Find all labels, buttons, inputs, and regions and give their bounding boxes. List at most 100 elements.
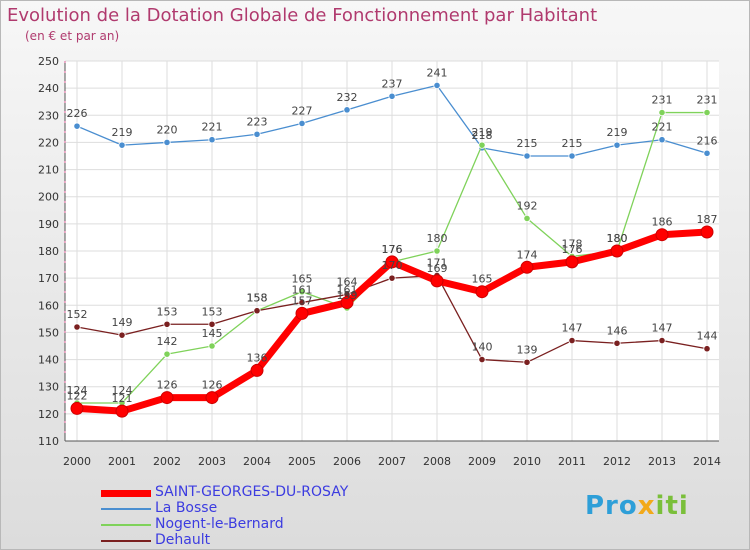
legend-swatch [101, 508, 151, 510]
data-labels: 226 219 220 221 223 227 232 237 241 218 215 215 219 2… [67, 66, 718, 405]
data-label: 221 [652, 121, 673, 134]
data-label: 180 [607, 232, 628, 245]
x-tick-label: 2010 [513, 455, 541, 468]
data-point [658, 108, 666, 117]
data-point [568, 336, 576, 345]
data-label: 231 [697, 94, 718, 107]
data-label: 231 [652, 94, 673, 107]
data-point [703, 149, 711, 157]
data-point [298, 298, 306, 307]
y-tick-label: 140 [38, 354, 59, 367]
data-point [385, 255, 399, 269]
legend-label: SAINT-GEORGES-DU-ROSAY [155, 484, 349, 500]
data-label: 147 [652, 322, 673, 335]
data-label: 126 [202, 379, 223, 392]
x-tick-label: 2007 [378, 455, 406, 468]
data-label: 226 [67, 107, 88, 120]
legend-swatch [101, 524, 151, 526]
data-label: 220 [157, 123, 178, 136]
x-tick-label: 2005 [288, 455, 316, 468]
data-point [118, 331, 126, 339]
data-label: 142 [157, 335, 178, 348]
data-label: 219 [472, 126, 493, 139]
x-tick-label: 2008 [423, 455, 451, 468]
data-point [298, 288, 306, 296]
data-label: 221 [202, 121, 223, 134]
data-point [610, 244, 624, 258]
data-point [523, 358, 531, 366]
data-point [340, 296, 354, 310]
data-label: 158 [247, 292, 268, 305]
data-point [253, 307, 261, 315]
data-label: 121 [112, 392, 133, 405]
data-label: 140 [472, 341, 493, 354]
data-label: 152 [67, 308, 88, 321]
legend-swatch [101, 540, 151, 542]
data-label: 124 [112, 384, 133, 397]
y-tick-label: 220 [38, 136, 59, 149]
data-point [343, 106, 351, 114]
legend-label: Nogent-le-Bernard [155, 516, 284, 532]
data-label: 157 [292, 294, 313, 307]
data-label: 237 [382, 77, 403, 90]
data-label: 153 [202, 305, 223, 318]
data-label: 145 [202, 327, 223, 340]
data-point [523, 152, 531, 160]
data-point [250, 363, 264, 377]
data-label: 241 [427, 66, 448, 79]
data-point [208, 320, 216, 328]
data-point [388, 92, 396, 100]
data-point [118, 141, 126, 149]
y-tick-label: 130 [38, 381, 59, 394]
y-tick-label: 250 [38, 55, 59, 68]
data-label: 216 [697, 134, 718, 147]
data-point [70, 401, 84, 415]
legend-swatch [101, 490, 151, 497]
data-point [703, 108, 711, 117]
data-label: 149 [112, 316, 133, 329]
legend-label: La Bosse [155, 500, 218, 516]
data-label: 153 [157, 305, 178, 318]
data-label: 139 [517, 343, 538, 356]
data-label: 147 [562, 322, 583, 335]
y-tick-label: 200 [38, 191, 59, 204]
data-point [160, 391, 174, 405]
y-tick-label: 150 [38, 326, 59, 339]
x-tick-label: 2013 [648, 455, 676, 468]
data-point [433, 247, 441, 255]
data-label: 174 [517, 248, 538, 261]
y-tick-label: 110 [38, 435, 59, 448]
x-tick-label: 2000 [63, 455, 91, 468]
data-point [613, 339, 621, 347]
data-point [163, 320, 171, 328]
data-label: 165 [292, 273, 313, 286]
proxiti-logo: Proxiti [585, 491, 689, 521]
data-point [475, 285, 489, 299]
y-tick-label: 210 [38, 164, 59, 177]
chart-subtitle: (en € et par an) [25, 29, 120, 43]
data-label: 170 [382, 259, 403, 272]
data-point [478, 355, 486, 364]
data-point [478, 141, 486, 149]
x-tick-label: 2001 [108, 455, 136, 468]
x-tick-label: 2011 [558, 455, 586, 468]
data-label: 164 [337, 275, 358, 288]
x-tick-label: 2012 [603, 455, 631, 468]
data-label: 176 [382, 243, 403, 256]
data-point [565, 255, 579, 269]
data-point [73, 122, 81, 130]
data-point [520, 260, 534, 274]
data-point [700, 225, 714, 239]
data-point [433, 81, 441, 90]
data-label: 144 [697, 330, 718, 343]
data-label: 227 [292, 104, 313, 117]
data-label: 186 [652, 216, 673, 229]
data-point [208, 342, 216, 350]
data-label: 124 [67, 384, 88, 397]
data-point [163, 138, 171, 147]
y-tick-label: 180 [38, 245, 59, 258]
data-point [568, 152, 576, 160]
data-label: 158 [247, 292, 268, 305]
